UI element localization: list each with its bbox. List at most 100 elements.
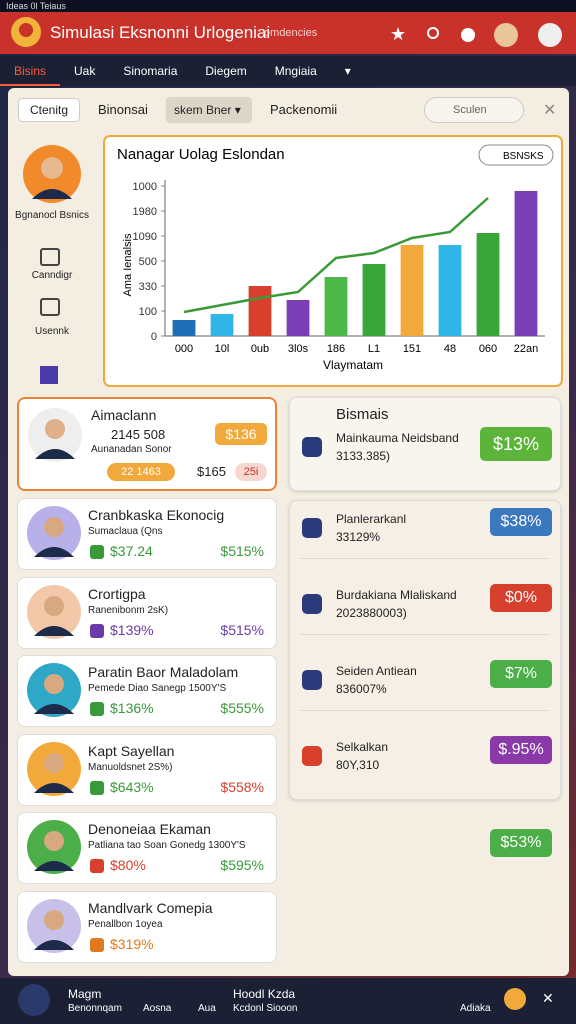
bar: [476, 233, 500, 336]
x-tick-label: 22an: [514, 343, 538, 355]
avatar: [27, 898, 81, 953]
title-bar: Simulasi Eksnonni Urlogeniai omdencies ★: [0, 12, 576, 54]
x-tick-label: 10l: [215, 343, 230, 355]
tab-bar: Bisins Uak Sinomaria Diegem Mngiaia ▾: [0, 56, 576, 86]
detail: Aunanadan Sonor: [91, 444, 172, 455]
tab[interactable]: Sinomaria: [123, 64, 178, 78]
profile-label: Bgnanocl Bsnics: [15, 210, 89, 221]
dropdown-label: skem Bner: [174, 103, 232, 117]
app-title: Simulasi Eksnonni Urlogeniai: [50, 23, 271, 42]
nav-label[interactable]: Aosna: [143, 1003, 172, 1014]
item-change[interactable]: $0%: [490, 584, 552, 612]
home-button[interactable]: [18, 984, 50, 1016]
icon: [40, 366, 58, 384]
x-tick-label: 3l0s: [288, 343, 309, 355]
nav-label[interactable]: Hoodl Kzda: [233, 987, 296, 1001]
person-card[interactable]: Cranbkaska Ekonocig Sumaclaua (Qns $37.24 $…: [17, 498, 277, 570]
tab[interactable]: Uak: [74, 64, 96, 78]
divider: [300, 634, 550, 635]
nav-label[interactable]: Magm: [68, 987, 102, 1001]
button[interactable]: Binonsai: [98, 102, 148, 117]
app-icon: [11, 17, 41, 47]
bottom-nav: Magm Benonnqam Aosna Aua Hoodl Kzda Kcdo…: [0, 978, 576, 1024]
window-icons[interactable]: ★: [388, 22, 568, 48]
close[interactable]: ✕: [543, 102, 557, 119]
bar: [210, 314, 234, 336]
y-tick-label: 500: [139, 256, 157, 268]
y-tick-label: 1090: [133, 231, 157, 243]
avatar: [28, 408, 82, 462]
tab[interactable]: Mngiaia: [274, 64, 317, 78]
x-tick-label: L1: [368, 343, 380, 355]
bar: [324, 277, 348, 336]
change: $515%: [220, 543, 264, 559]
value: $165: [197, 464, 226, 479]
x-tick-label: 186: [327, 343, 345, 355]
item-change[interactable]: $7%: [490, 660, 552, 688]
avatar: [27, 663, 81, 717]
tab[interactable]: Bisins: [0, 56, 61, 86]
detail: Penallbon 1oyea: [88, 918, 163, 930]
item-change[interactable]: $38%: [490, 508, 552, 536]
featured-card[interactable]: Aimaclann 2145 508 Aunanadan Sonor $136 22 1…: [17, 397, 277, 491]
chart-button[interactable]: [478, 144, 554, 166]
person-card[interactable]: Crortigpa Ranenibonm 2sK) $139% $515%: [17, 576, 277, 649]
badge: $136: [215, 423, 267, 445]
item-change[interactable]: $13%: [480, 427, 552, 461]
icon: [90, 623, 104, 638]
dropdown[interactable]: skem Bner ▾: [166, 97, 252, 123]
person-card[interactable]: Paratin Baor Maladolam Pemede Diao Sanegp…: [17, 655, 277, 727]
icon: [40, 248, 60, 266]
x-tick-label: 060: [479, 343, 497, 355]
x-tick-label: 0ub: [251, 343, 269, 355]
value: $37.24: [110, 543, 153, 559]
chart-title: Nanagar Uolag Eslondan: [117, 146, 285, 163]
tab-more[interactable]: ▾: [344, 64, 351, 78]
change: $515%: [220, 621, 264, 638]
item-icon: [302, 518, 322, 538]
alert-icon[interactable]: [504, 988, 526, 1010]
item-detail: 836007%: [336, 682, 387, 696]
detail: Pemede Diao Sanegp 1500Y'S: [88, 683, 227, 694]
x-tick-label: 000: [175, 343, 193, 355]
icon: [90, 545, 104, 559]
y-tick-label: 0: [151, 331, 157, 343]
nav-label[interactable]: Aua: [198, 1003, 216, 1014]
name: Cranbkaska Ekonocig: [88, 507, 225, 523]
y-tick-label: 330: [139, 281, 157, 293]
item-detail: 33129%: [336, 530, 381, 544]
person-card[interactable]: Kapt Sayellan Manuoldsnet 2S%) $643% $558%: [17, 733, 277, 806]
link[interactable]: Packenomii: [270, 102, 338, 117]
name: Aimaclann: [91, 407, 157, 423]
icon: [90, 780, 104, 795]
item-icon: [302, 670, 322, 690]
close[interactable]: ✕: [542, 990, 554, 1006]
overview-title: Bismais: [336, 406, 389, 423]
icon: [90, 937, 104, 952]
line: [183, 197, 489, 314]
search-box[interactable]: Sculen: [424, 97, 524, 123]
person-card[interactable]: Denoneiaa Ekaman Patliana tao Soan Gonedg…: [17, 812, 277, 884]
value: $139%: [110, 621, 154, 638]
item-change[interactable]: $.95%: [490, 736, 552, 764]
person-card[interactable]: Mandlvark Comepia Penallbon 1oyea $319%: [17, 890, 277, 963]
button[interactable]: Ctenitg: [18, 98, 80, 122]
bar: [172, 320, 196, 336]
amount: 2145 508: [111, 427, 166, 442]
tab[interactable]: Diegem: [205, 64, 247, 78]
sidebar-item[interactable]: Usennk: [35, 326, 69, 337]
avatar: [27, 820, 81, 874]
item-name: Planlerarkanl: [336, 512, 407, 526]
change: $555%: [220, 700, 264, 716]
bar: [514, 191, 538, 336]
profile-avatar: [23, 145, 81, 203]
bar: [248, 286, 272, 336]
bar: [362, 264, 386, 336]
x-tick-label: 151: [403, 343, 421, 355]
sidebar-item[interactable]: Canndigr: [31, 270, 73, 281]
bar: [286, 300, 310, 336]
item-change[interactable]: $53%: [490, 829, 552, 857]
nav-label[interactable]: Adiaka: [460, 1003, 491, 1014]
bar: [400, 245, 424, 336]
